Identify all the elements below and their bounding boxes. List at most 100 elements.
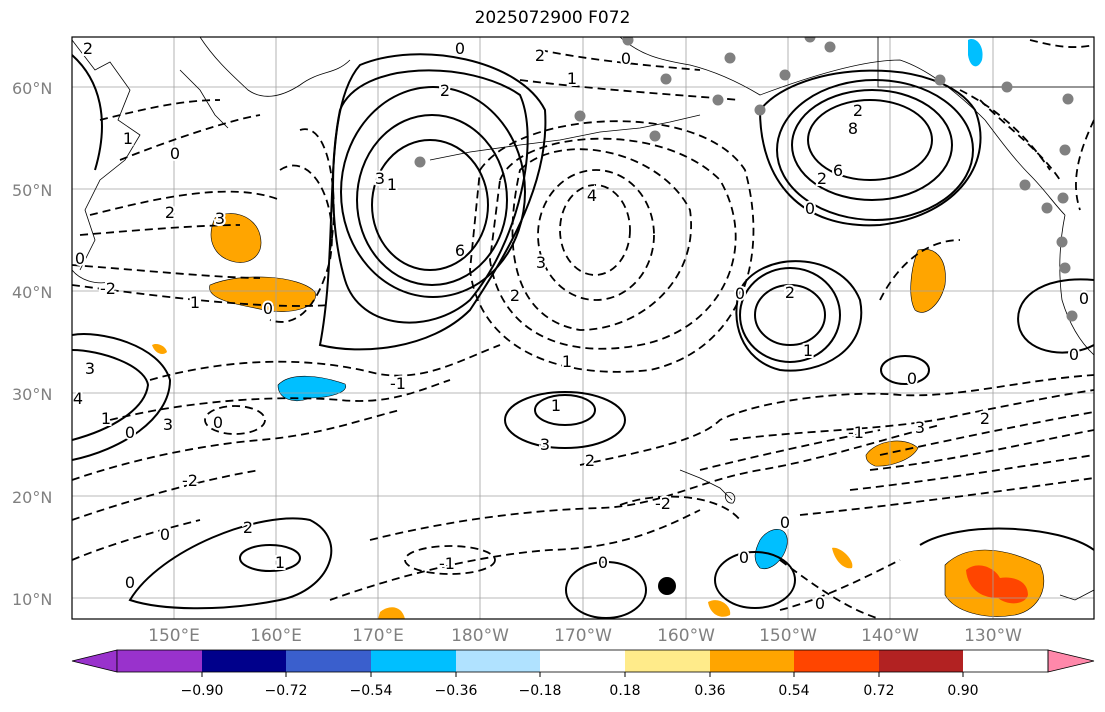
colorbar-segment [625,650,710,672]
contour-negative [99,99,221,121]
shade-orange-patch [378,607,405,619]
contour-negative [879,239,961,301]
lat-label: 20°N [12,488,53,507]
contour-label: 0 [1069,345,1079,364]
marker-black-dot [658,577,676,595]
contour-negative [329,509,701,601]
coastline-mexico [1059,589,1094,601]
contour [754,284,826,346]
contour-negative [1075,119,1094,211]
us-canada-border [877,37,1094,88]
contour-negative [849,454,1094,491]
island-hawaii-big [725,491,736,504]
contour [714,551,796,609]
contour-label: 1 [562,352,572,371]
contour-label: -1 [439,554,455,573]
colorbar-segment [286,650,371,672]
contour-negative [699,429,881,471]
contour [72,349,150,441]
contour-label: 2 [853,101,863,120]
contour-negative [729,389,1094,441]
lat-label: 30°N [12,385,53,404]
contour-negative [369,424,941,541]
contour-label: 3 [215,209,225,228]
contour-negative [469,120,755,373]
contour-negative [619,495,741,521]
shade-blue-patch [754,529,788,570]
colorbar-tick-label: 0.72 [863,683,895,699]
contour-gulf-low [807,99,933,181]
shade-orange-patch [152,343,167,354]
contour-label: 4 [587,186,597,205]
colorbar-segment [710,650,794,672]
plot-frame [71,36,1095,620]
contour-label: 1 [101,409,111,428]
contour-label: 0 [815,594,825,613]
contour-label: 0 [160,525,170,544]
colorbar-tick-label: 0.90 [947,683,979,699]
shade-blue-patch [277,375,347,401]
contour-label: 0 [805,199,815,218]
colorbar-tick-label: 0.36 [694,683,726,699]
contour-label: 0 [735,284,745,303]
contour [534,394,596,426]
contour [504,391,626,449]
lon-label: 160°E [250,626,302,646]
contour-gulf-low [758,69,982,227]
contour-label: 0 [75,249,85,268]
colorbar-tick-label: −0.36 [434,683,478,699]
contour-label: 0 [170,144,180,163]
contour-label: 0 [125,423,135,442]
station-dot [622,37,634,46]
contour-label: -1 [390,374,406,393]
coastline-kuril [179,69,229,129]
shade-orange-patch [832,547,853,569]
contour [919,527,1094,551]
contour-label: 6 [833,161,843,180]
contour-high-pressure [332,69,529,324]
colorbar-tick-label: −0.72 [264,683,308,699]
coastline-asia [72,39,141,271]
map-title: 2025072900 F072 [474,8,631,28]
contour-label: 0 [455,39,465,58]
contour-negative [979,99,1061,181]
station-dot [1019,179,1031,191]
station-dot [934,74,946,86]
colorbar-segment [117,650,202,672]
lon-label: 180°W [451,626,509,646]
contour-negative [1029,39,1094,48]
contour-negative [799,477,1094,516]
contour-negative [72,284,331,307]
contour [128,517,333,610]
contour-negative [72,519,201,561]
contour-label: 0 [621,49,631,68]
station-dot [754,104,766,116]
coastlines [72,37,1094,601]
contour-negative [779,559,881,619]
contour-high-pressure [371,139,489,271]
station-dot [804,37,816,43]
station-dot [660,73,672,85]
contour-negative [511,148,692,331]
contour-label: 2 [510,286,520,305]
contour-negative [579,374,1094,466]
contour-label: 1 [123,129,133,148]
station-dot [1056,236,1068,248]
contour [880,355,930,385]
contour-negative [404,545,496,575]
contour-negative [72,264,261,279]
contour-lines [72,39,1094,619]
colorbar-tick-label: 0.18 [609,683,641,699]
lon-label: 170°E [352,626,404,646]
contour-label: 1 [387,175,397,194]
contour-label: 0 [907,369,917,388]
contour-label: 0 [1079,289,1089,308]
contour-label: 4 [73,389,83,408]
station-dot [649,130,661,142]
contour-gulf-low [791,89,953,201]
contour-negative [519,79,741,101]
coastline-aleutians [429,114,701,161]
lon-label: 130°W [964,626,1022,646]
contour-label: 2 [980,409,990,428]
station-dot [724,52,736,64]
